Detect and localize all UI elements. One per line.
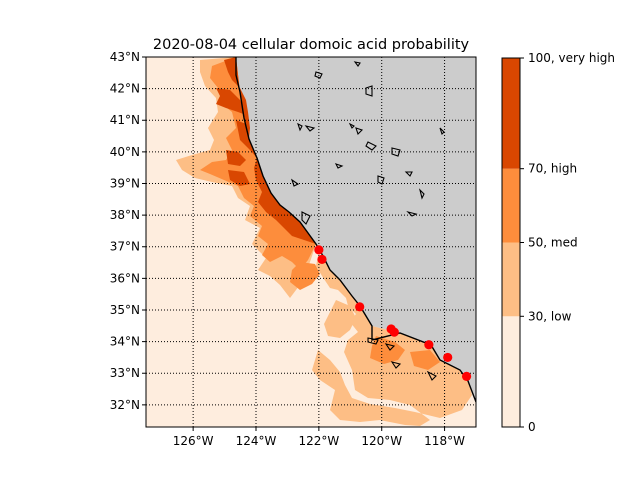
colorbar-segment [502,168,520,243]
x-tick-label: 122°W [298,434,339,448]
chart-title: 2020-08-04 cellular domoic acid probabil… [153,37,470,53]
x-tick-label: 124°W [236,434,277,448]
x-axis: 126°W 124°W 122°W 120°W 118°W [173,427,465,448]
y-tick-label: 41°N [110,113,140,127]
colorbar-segment [502,58,520,169]
y-tick-label: 35°N [110,303,140,317]
y-tick-label: 33°N [110,366,140,380]
x-tick-label: 126°W [173,434,214,448]
y-axis: 32°N 33°N 34°N 35°N 36°N 37°N 38°N 39°N 40°N 41°N… [110,50,146,412]
x-tick-label: 118°W [424,434,465,448]
y-tick-label: 43°N [110,50,140,64]
observation-point [389,327,399,337]
colorbar-tick-label: 100, very high [528,51,615,65]
observation-point [424,340,434,350]
colorbar-tick-label: 50, med [528,236,578,250]
map-area [146,57,476,427]
y-tick-label: 37°N [110,240,140,254]
y-tick-label: 39°N [110,176,140,190]
y-tick-label: 36°N [110,271,140,285]
observation-point [314,245,324,255]
plot-frame [145,56,477,428]
colorbar: 0 30, low 50, med 70, high 100, very high [501,51,615,434]
y-tick-label: 38°N [110,208,140,222]
y-tick-label: 32°N [110,398,140,412]
observation-points [314,245,472,382]
colorbar-tick-label: 0 [528,420,536,434]
land-mass [236,57,476,402]
colorbar-tick-label: 30, low [528,309,572,323]
observation-point [443,352,453,363]
gridlines [146,57,476,427]
colorbar-tick-label: 70, high [528,162,577,176]
observation-point [461,371,472,382]
observation-point [317,254,327,264]
y-tick-label: 40°N [110,145,140,159]
x-tick-label: 120°W [361,434,402,448]
colorbar-segment [502,316,520,427]
y-tick-label: 34°N [110,335,140,349]
colorbar-segment [502,242,520,317]
observation-point [355,302,365,312]
y-tick-label: 42°N [110,82,140,96]
prob-band-high [216,57,316,244]
